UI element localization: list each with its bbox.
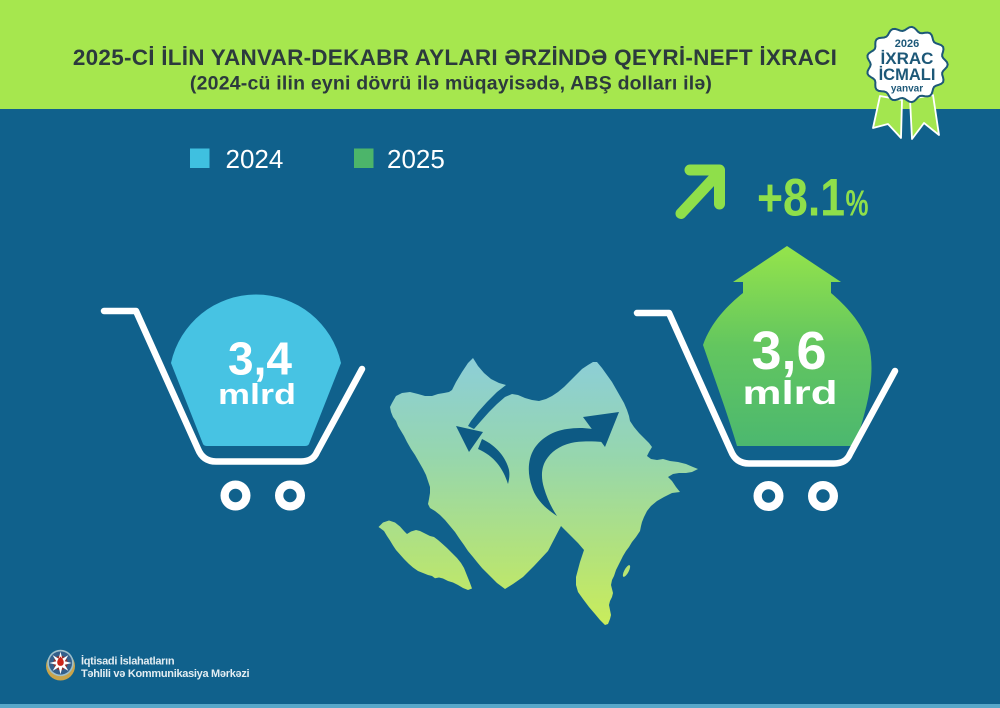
svg-text:Təhlili və Kommunikasiya Mərkə: Təhlili və Kommunikasiya Mərkəzi [81, 668, 250, 680]
svg-text:İXRAC: İXRAC [881, 49, 934, 68]
svg-text:mlrd: mlrd [743, 374, 838, 411]
svg-text:+8.1: +8.1 [757, 169, 845, 228]
svg-text:İCMALI: İCMALI [879, 66, 936, 84]
svg-text:mlrd: mlrd [218, 379, 296, 411]
svg-text:İqtisadi İslahatların: İqtisadi İslahatların [81, 655, 175, 668]
svg-text:(2024-cü ilin eyni dövrü ilə m: (2024-cü ilin eyni dövrü ilə müqayisədə,… [190, 73, 712, 95]
svg-text:3,4: 3,4 [228, 333, 292, 385]
svg-text:%: % [846, 183, 869, 224]
svg-text:yanvar: yanvar [891, 84, 923, 95]
svg-text:2024: 2024 [226, 144, 284, 174]
svg-text:2026: 2026 [895, 38, 919, 50]
svg-text:3,6: 3,6 [751, 321, 826, 381]
svg-text:2025-Cİ İLİN YANVAR-DEKABR AYL: 2025-Cİ İLİN YANVAR-DEKABR AYLARI ƏRZİND… [73, 45, 837, 70]
svg-text:2025: 2025 [387, 144, 445, 174]
